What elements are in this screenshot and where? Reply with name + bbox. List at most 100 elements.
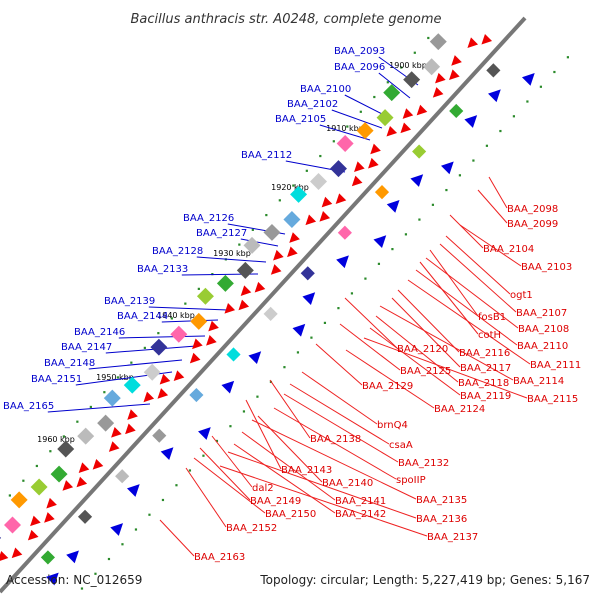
reverse-gene-arrow	[11, 547, 23, 559]
ring-dot	[373, 95, 376, 99]
reverse-gene-arrow	[44, 512, 55, 523]
category-block	[290, 185, 308, 203]
reverse-gene-arrow	[192, 338, 203, 350]
reverse-leader-line	[227, 451, 417, 519]
category-block	[0, 529, 2, 547]
forward-leader-line	[47, 403, 151, 413]
category-block	[152, 428, 167, 443]
ring-dot	[359, 110, 362, 113]
reverse-gene-label: BAA_2099	[507, 219, 558, 230]
reverse-leader-line	[477, 189, 508, 224]
category-block	[150, 338, 168, 356]
ring-dot	[310, 336, 313, 339]
ring-dot	[386, 81, 389, 84]
category-block	[403, 71, 421, 89]
ring-dot	[62, 435, 65, 438]
reverse-gene-arrow	[416, 104, 428, 116]
reverse-leader-line	[211, 435, 253, 488]
reverse-gene-arrow	[127, 409, 138, 420]
reverse-gene-arrow	[449, 69, 460, 80]
reverse-gene-arrow	[351, 175, 363, 187]
reverse-leader-line	[429, 249, 479, 317]
ring-dot	[431, 203, 435, 206]
reverse-gene-label: BAA_2116	[459, 348, 510, 359]
reverse-leader-line	[283, 393, 399, 463]
reverse-gene-label: BAA_2108	[518, 324, 569, 335]
reverse-gene-arrow	[206, 335, 217, 346]
category-block	[486, 63, 501, 78]
category-block	[310, 173, 328, 190]
category-block	[30, 478, 48, 496]
reverse-leader-line	[185, 467, 227, 528]
reverse-gene-label: BAA_2098	[507, 204, 558, 215]
reverse-gene-label: BAA_2114	[513, 376, 564, 387]
reverse-leader-line	[273, 407, 397, 480]
ring-dot	[256, 395, 259, 398]
reverse-gene-label: ogt1	[510, 290, 533, 301]
category-block	[429, 33, 447, 51]
forward-leader-line	[148, 306, 229, 311]
reverse-leader-line	[397, 289, 460, 353]
ring-dot	[229, 425, 232, 428]
forward-gene-arrow	[386, 200, 400, 213]
forward-leader-line	[196, 256, 267, 263]
reverse-gene-arrow	[30, 515, 41, 527]
reverse-gene-label: BAA_2125	[400, 366, 451, 377]
reverse-gene-arrow	[335, 193, 347, 204]
ring-dot	[292, 184, 295, 187]
forward-gene-arrow	[248, 351, 262, 365]
forward-gene-arrow	[66, 550, 79, 564]
reverse-gene-label: BAA_2115	[527, 394, 578, 405]
ring-dot	[197, 287, 200, 290]
reverse-gene-label: BAA_2117	[460, 363, 511, 374]
ring-dot	[134, 528, 138, 531]
category-block	[77, 427, 95, 445]
reverse-leader-line	[233, 443, 336, 514]
forward-gene-label: BAA_2147	[61, 342, 112, 353]
ring-dot	[265, 213, 268, 217]
reverse-gene-label: BAA_2118	[458, 378, 509, 389]
reverse-gene-label: BAA_2141	[335, 496, 386, 507]
ring-dot	[215, 439, 219, 443]
reverse-gene-arrow	[368, 157, 379, 169]
ring-dot	[80, 587, 84, 590]
forward-gene-arrow	[302, 292, 316, 305]
ring-dot	[413, 51, 416, 54]
reverse-leader-line	[391, 297, 461, 368]
forward-gene-label: BAA_2139	[104, 296, 155, 307]
reverse-leader-line	[289, 383, 390, 445]
category-block	[263, 223, 281, 241]
category-block	[374, 185, 390, 200]
reverse-leader-line	[345, 349, 435, 409]
reverse-gene-arrow	[111, 427, 122, 438]
reverse-gene-arrow	[173, 370, 185, 382]
reverse-gene-arrow	[467, 37, 479, 49]
forward-gene-label: BAA_2105	[275, 114, 326, 125]
forward-gene-arrow	[488, 89, 501, 103]
reverse-gene-arrow	[27, 529, 39, 541]
ring-dot	[526, 100, 529, 103]
forward-gene-label: BAA_2100	[300, 84, 351, 95]
reverse-gene-label: BAA_2163	[194, 552, 245, 563]
reverse-gene-label: spoIIP	[396, 475, 426, 486]
reverse-gene-arrow	[370, 143, 381, 155]
reverse-gene-arrow	[46, 497, 57, 509]
ring-dot	[337, 307, 340, 310]
reverse-gene-label: BAA_2143	[281, 465, 332, 476]
forward-gene-arrow	[373, 235, 387, 249]
reverse-leader-line	[301, 371, 378, 425]
reverse-leader-line	[269, 379, 311, 439]
tick-label: 1910 kbp	[326, 124, 364, 133]
reverse-gene-arrow	[159, 373, 171, 385]
tick-label: 1930 kbp	[213, 249, 251, 258]
reverse-gene-arrow	[273, 249, 284, 261]
category-block	[300, 266, 315, 281]
reverse-leader-line	[407, 279, 531, 365]
reverse-gene-arrow	[319, 211, 331, 222]
category-block	[412, 144, 427, 159]
reverse-gene-label: BAA_2119	[460, 391, 511, 402]
category-block	[243, 236, 261, 254]
forward-gene-label: BAA_2133	[137, 264, 188, 275]
reverse-leader-line	[251, 419, 417, 500]
reverse-leader-line	[363, 337, 528, 399]
